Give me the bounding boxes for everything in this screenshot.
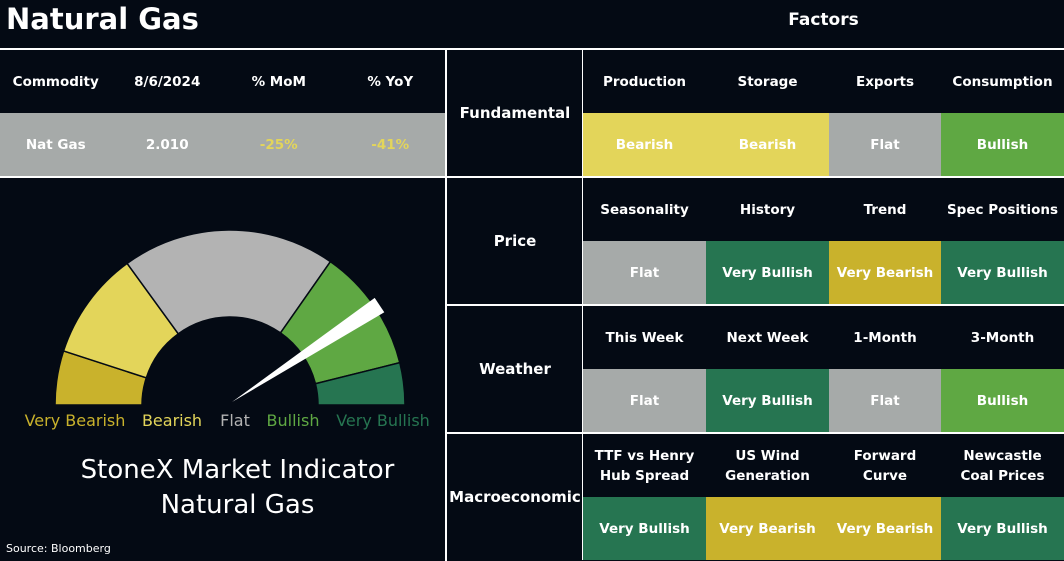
factor-name: TTF vs Henry Hub Spread <box>594 447 695 484</box>
factor-name: Seasonality <box>600 201 689 218</box>
factor-signal: Bullish <box>941 369 1064 432</box>
table-header: Commodity <box>12 73 99 90</box>
factors-title: Factors <box>788 10 859 30</box>
factor-signal: Very Bullish <box>583 497 706 560</box>
divider <box>582 306 583 432</box>
table-cell: -25% <box>259 136 298 153</box>
factor-name: 1-Month <box>853 329 917 346</box>
factor-group: Fundamental <box>459 104 571 122</box>
factor-signal: Flat <box>829 113 941 176</box>
factor-name: 3-Month <box>970 329 1035 346</box>
table-header: % MoM <box>251 73 306 90</box>
divider <box>582 178 583 304</box>
table-header: 8/6/2024 <box>134 73 201 90</box>
table-header: % YoY <box>367 73 414 90</box>
factor-signal: Bullish <box>941 113 1064 176</box>
gauge-segment <box>126 229 332 335</box>
factor-name: Exports <box>855 73 914 90</box>
indicator-title: StoneX Market Indicator <box>80 455 395 485</box>
factor-name: Forward Curve <box>853 447 917 484</box>
divider <box>446 304 1064 306</box>
factor-signal: Very Bearish <box>706 497 829 560</box>
gauge-label: Very Bullish <box>336 411 430 430</box>
factor-group: Price <box>493 232 537 250</box>
gauge-segment <box>314 361 406 406</box>
factor-name: Consumption <box>952 73 1053 90</box>
factor-signal: Flat <box>829 369 941 432</box>
gauge-label: Bullish <box>267 411 320 430</box>
gauge-needle <box>232 297 385 402</box>
factor-name: Storage <box>737 73 798 90</box>
table-cell: -41% <box>371 136 410 153</box>
factor-signal: Very Bullish <box>941 241 1064 304</box>
gauge-label: Very Bearish <box>25 411 126 430</box>
factor-name: Spec Positions <box>946 201 1059 218</box>
factor-signal: Very Bullish <box>706 241 829 304</box>
factor-signal: Bearish <box>583 113 706 176</box>
row-background <box>0 113 446 176</box>
gauge: Very Bearish Bearish Flat Bullish Very Bulli… <box>25 229 430 430</box>
factor-signal: Very Bullish <box>941 497 1064 560</box>
factor-signal: Flat <box>583 369 706 432</box>
factor-group: Weather <box>479 360 551 378</box>
factor-signal: Very Bearish <box>829 497 941 560</box>
factor-name: Production <box>602 73 687 90</box>
gauge-label: Bearish <box>142 411 202 430</box>
source-note: Source: Bloomberg <box>6 542 111 555</box>
factor-signal: Very Bearish <box>829 241 941 304</box>
divider <box>446 432 1064 434</box>
indicator-subtitle: Natural Gas <box>160 490 315 520</box>
divider <box>0 48 1064 50</box>
divider <box>0 176 446 178</box>
divider <box>446 176 1064 178</box>
factor-group: Macroeconomic <box>449 488 581 506</box>
factor-name: US Wind Generation <box>725 447 810 484</box>
factor-name: This Week <box>605 329 684 346</box>
table-cell: Nat Gas <box>25 136 86 153</box>
factor-signal: Bearish <box>706 113 829 176</box>
gauge-label: Flat <box>220 411 250 430</box>
factor-signal: Flat <box>583 241 706 304</box>
divider <box>582 50 583 176</box>
factor-name: Next Week <box>726 329 809 346</box>
page-title: Natural Gas <box>6 2 199 36</box>
factor-name: History <box>739 201 796 218</box>
factor-name: Trend <box>863 201 907 218</box>
table-cell: 2.010 <box>145 136 189 153</box>
factor-name: Newcastle Coal Prices <box>960 447 1045 484</box>
divider <box>582 434 583 560</box>
factor-signal: Very Bullish <box>706 369 829 432</box>
